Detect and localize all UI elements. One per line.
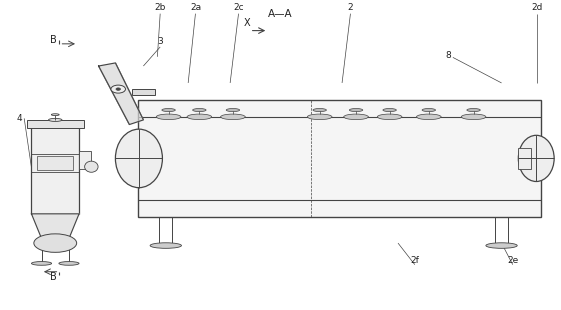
Ellipse shape xyxy=(49,118,62,122)
Text: 2a: 2a xyxy=(190,3,201,12)
Ellipse shape xyxy=(157,114,181,120)
Ellipse shape xyxy=(59,262,79,265)
Ellipse shape xyxy=(486,243,517,248)
Bar xyxy=(27,120,84,128)
Ellipse shape xyxy=(383,108,396,112)
Text: 4: 4 xyxy=(16,114,22,123)
Text: X: X xyxy=(243,18,250,28)
Text: B: B xyxy=(50,35,57,45)
Bar xyxy=(79,151,91,170)
Bar xyxy=(132,89,155,95)
Ellipse shape xyxy=(461,114,486,120)
Circle shape xyxy=(111,85,126,93)
Ellipse shape xyxy=(344,114,369,120)
Text: 2e: 2e xyxy=(507,256,518,265)
Text: 2d: 2d xyxy=(531,3,542,12)
Ellipse shape xyxy=(192,108,206,112)
Ellipse shape xyxy=(226,108,240,112)
Bar xyxy=(138,100,541,217)
Ellipse shape xyxy=(187,114,211,120)
Ellipse shape xyxy=(31,262,52,265)
Ellipse shape xyxy=(85,161,98,172)
Bar xyxy=(518,148,531,169)
Text: B: B xyxy=(50,272,57,282)
Bar xyxy=(31,122,79,214)
Ellipse shape xyxy=(416,114,441,120)
Text: 8: 8 xyxy=(445,51,451,60)
Text: 2: 2 xyxy=(348,3,353,12)
Text: 3: 3 xyxy=(157,37,163,46)
Ellipse shape xyxy=(34,234,77,252)
Ellipse shape xyxy=(378,114,402,120)
Circle shape xyxy=(116,88,121,90)
Ellipse shape xyxy=(150,243,181,248)
Polygon shape xyxy=(99,63,144,125)
Ellipse shape xyxy=(350,108,363,112)
Ellipse shape xyxy=(422,108,435,112)
Bar xyxy=(37,156,73,171)
Ellipse shape xyxy=(518,135,554,181)
Ellipse shape xyxy=(116,129,163,188)
Ellipse shape xyxy=(313,108,327,112)
Text: A—A: A—A xyxy=(268,9,293,19)
Polygon shape xyxy=(31,214,79,240)
Ellipse shape xyxy=(162,108,175,112)
Text: 2c: 2c xyxy=(233,3,244,12)
Ellipse shape xyxy=(467,108,480,112)
Ellipse shape xyxy=(52,114,59,116)
Text: 2b: 2b xyxy=(154,3,166,12)
Ellipse shape xyxy=(307,114,332,120)
Text: 2f: 2f xyxy=(410,256,419,265)
Ellipse shape xyxy=(220,114,245,120)
